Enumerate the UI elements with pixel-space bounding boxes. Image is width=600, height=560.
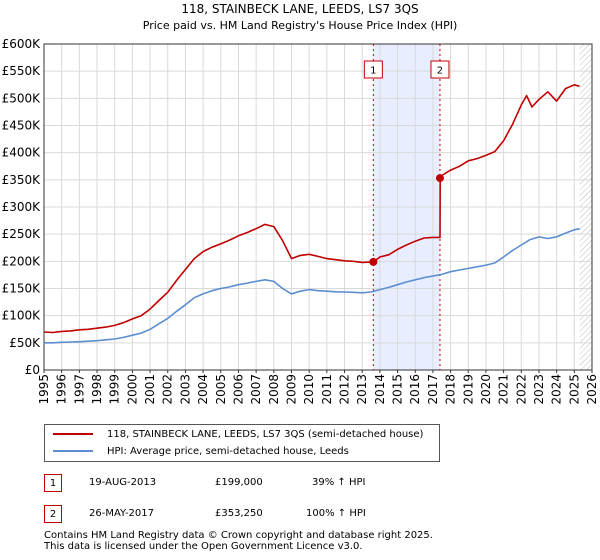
x-tick-label: 2010	[302, 374, 316, 405]
legend: 118, STAINBECK LANE, LEEDS, LS7 3QS (sem…	[44, 424, 440, 462]
legend-swatch-property	[53, 433, 93, 435]
legend-item-hpi: HPI: Average price, semi-detached house,…	[53, 444, 349, 460]
x-tick-label: 1997	[72, 374, 86, 405]
legend-swatch-hpi	[53, 450, 93, 452]
x-tick-label: 2003	[178, 374, 192, 405]
y-tick-label: £500K	[2, 91, 42, 105]
plot-frame	[43, 43, 593, 371]
transaction-hpi-change: 100% ↑ HPI	[306, 508, 366, 519]
x-tick-label: 2008	[267, 374, 281, 405]
y-tick-label: £100K	[2, 309, 42, 323]
x-tick-label: 2012	[338, 374, 352, 405]
property-series-line	[43, 84, 580, 334]
transaction-badge: 2	[44, 505, 62, 523]
chart-title: 118, STAINBECK LANE, LEEDS, LS7 3QS	[181, 2, 418, 16]
x-tick-label: 2007	[249, 374, 263, 405]
transaction-point	[369, 257, 378, 266]
transaction-row-1: 1 19-AUG-2013 £199,000 39% ↑ HPI	[44, 474, 564, 494]
x-tick-label: 2025	[567, 374, 581, 405]
y-tick-label: £200K	[2, 254, 42, 268]
x-tick-label: 2018	[444, 374, 458, 405]
x-tick-label: 2011	[320, 374, 334, 405]
y-tick-label: £450K	[2, 119, 42, 133]
x-tick-label: 2013	[355, 374, 369, 405]
y-tick-label: £550K	[2, 64, 42, 78]
x-tick-label: 2024	[550, 374, 564, 405]
transaction-date: 26-MAY-2017	[89, 508, 155, 519]
x-tick-label: 1996	[55, 374, 69, 405]
footer: Contains HM Land Registry data © Crown c…	[44, 530, 584, 552]
x-tick-label: 2020	[479, 374, 493, 405]
x-tick-label: 2021	[497, 374, 511, 405]
y-tick-label: £300K	[2, 200, 42, 214]
x-tick-label: 2009	[284, 374, 298, 405]
legend-item-property: 118, STAINBECK LANE, LEEDS, LS7 3QS (sem…	[53, 427, 423, 443]
x-tick-label: 1999	[108, 374, 122, 405]
x-tick-label: 2004	[196, 374, 210, 405]
y-tick-label: £150K	[2, 282, 42, 296]
transaction-price: £353,250	[215, 508, 263, 519]
hpi-series-line	[44, 227, 580, 344]
transaction-marker-label: 2	[437, 66, 443, 77]
x-tick-label: 2002	[161, 374, 175, 405]
x-tick-label: 2022	[514, 374, 528, 405]
y-tick-label: £250K	[2, 227, 42, 241]
transaction-price: £199,000	[215, 477, 263, 488]
x-tick-label: 2014	[373, 374, 387, 405]
transaction-marker-badge	[363, 60, 383, 79]
x-tick-label: 2005	[214, 374, 228, 405]
y-tick-label: £0	[25, 363, 40, 377]
x-tick-label: 2026	[585, 374, 599, 405]
x-tick-label: 1995	[37, 374, 51, 405]
transaction-row-2: 2 26-MAY-2017 £353,250 100% ↑ HPI	[44, 505, 564, 525]
x-tick-label: 1998	[90, 374, 104, 405]
legend-label-hpi: HPI: Average price, semi-detached house,…	[107, 446, 349, 457]
transaction-badge: 1	[44, 474, 62, 492]
transaction-hpi-change: 39% ↑ HPI	[312, 477, 366, 488]
transaction-point	[435, 174, 444, 183]
transaction-date: 19-AUG-2013	[89, 477, 157, 488]
chart-subtitle: Price paid vs. HM Land Registry's House …	[143, 19, 458, 32]
x-tick-label: 2006	[231, 374, 245, 405]
x-tick-label: 2001	[143, 374, 157, 405]
y-tick-label: £600K	[2, 37, 42, 51]
transaction-marker-badge	[430, 60, 450, 79]
y-tick-label: £400K	[2, 146, 42, 160]
x-tick-label: 2017	[426, 374, 440, 405]
x-tick-label: 2016	[408, 374, 422, 405]
transaction-marker-label: 1	[370, 66, 376, 77]
footer-license: This data is licensed under the Open Gov…	[44, 541, 363, 552]
y-tick-label: £50K	[9, 336, 41, 350]
footer-copyright: Contains HM Land Registry data © Crown c…	[44, 530, 433, 541]
x-tick-label: 2000	[125, 374, 139, 405]
x-tick-label: 2023	[532, 374, 546, 405]
y-tick-label: £350K	[2, 173, 42, 187]
legend-label-property: 118, STAINBECK LANE, LEEDS, LS7 3QS (sem…	[107, 429, 424, 440]
price-chart: 118, STAINBECK LANE, LEEDS, LS7 3QS Pric…	[2, 2, 599, 405]
x-tick-label: 2015	[391, 374, 405, 405]
x-tick-label: 2019	[461, 374, 475, 405]
